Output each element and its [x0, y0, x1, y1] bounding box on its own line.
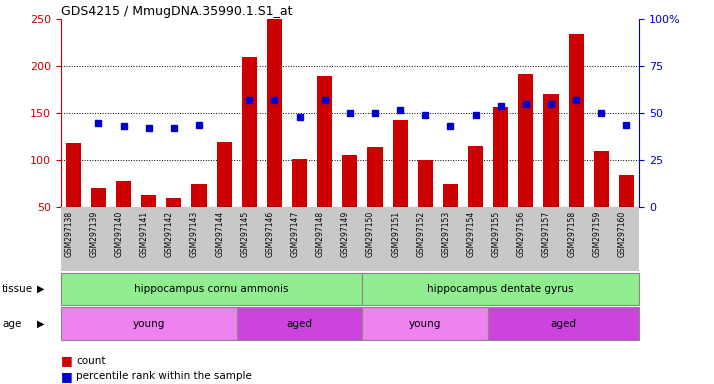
Text: GSM297158: GSM297158 [567, 210, 576, 257]
Text: tissue: tissue [2, 284, 34, 294]
Bar [166, 198, 181, 207]
Bar [368, 147, 383, 207]
Bar [242, 57, 257, 207]
Text: young: young [133, 318, 165, 329]
Bar [66, 143, 81, 207]
Bar [317, 76, 332, 207]
Text: GSM297148: GSM297148 [316, 210, 325, 257]
Text: hippocampus cornu ammonis: hippocampus cornu ammonis [134, 284, 288, 294]
Bar [116, 181, 131, 207]
Text: GSM297145: GSM297145 [241, 210, 249, 257]
Bar [191, 184, 206, 207]
Text: ▶: ▶ [37, 284, 45, 294]
Bar [443, 184, 458, 207]
Bar [267, 19, 282, 207]
Text: GSM297147: GSM297147 [291, 210, 300, 257]
Text: age: age [2, 318, 21, 329]
Bar [141, 195, 156, 207]
Text: GSM297151: GSM297151 [391, 210, 400, 257]
Text: GSM297141: GSM297141 [140, 210, 149, 257]
Bar [91, 188, 106, 207]
Text: GSM297150: GSM297150 [366, 210, 375, 257]
Text: GSM297157: GSM297157 [542, 210, 551, 257]
Text: GSM297146: GSM297146 [266, 210, 274, 257]
Bar [292, 159, 307, 207]
Text: GSM297138: GSM297138 [64, 210, 74, 257]
Bar [393, 120, 408, 207]
Text: young: young [409, 318, 441, 329]
Text: GSM297160: GSM297160 [618, 210, 626, 257]
Bar [568, 34, 584, 207]
Bar [493, 107, 508, 207]
Text: hippocampus dentate gyrus: hippocampus dentate gyrus [428, 284, 574, 294]
Bar [518, 74, 533, 207]
Text: GSM297156: GSM297156 [517, 210, 526, 257]
Bar [543, 94, 558, 207]
Text: GSM297159: GSM297159 [593, 210, 601, 257]
Bar [468, 146, 483, 207]
Text: ■: ■ [61, 354, 72, 367]
Text: GSM297153: GSM297153 [441, 210, 451, 257]
Text: percentile rank within the sample: percentile rank within the sample [76, 371, 252, 381]
Text: GSM297155: GSM297155 [492, 210, 501, 257]
Text: count: count [76, 356, 106, 366]
Bar [342, 155, 358, 207]
Text: GSM297142: GSM297142 [165, 210, 174, 257]
Text: GSM297144: GSM297144 [215, 210, 224, 257]
Text: ■: ■ [61, 370, 72, 383]
Bar [216, 142, 231, 207]
Bar [619, 175, 634, 207]
Bar [594, 151, 609, 207]
Text: GSM297152: GSM297152 [416, 210, 426, 257]
Text: GSM297154: GSM297154 [466, 210, 476, 257]
Text: GSM297140: GSM297140 [114, 210, 124, 257]
Text: GSM297139: GSM297139 [89, 210, 99, 257]
Text: ▶: ▶ [37, 318, 45, 329]
Bar [418, 161, 433, 207]
Text: GSM297149: GSM297149 [341, 210, 350, 257]
Text: aged: aged [550, 318, 577, 329]
Text: GDS4215 / MmugDNA.35990.1.S1_at: GDS4215 / MmugDNA.35990.1.S1_at [61, 5, 292, 18]
Text: GSM297143: GSM297143 [190, 210, 199, 257]
Text: aged: aged [286, 318, 313, 329]
